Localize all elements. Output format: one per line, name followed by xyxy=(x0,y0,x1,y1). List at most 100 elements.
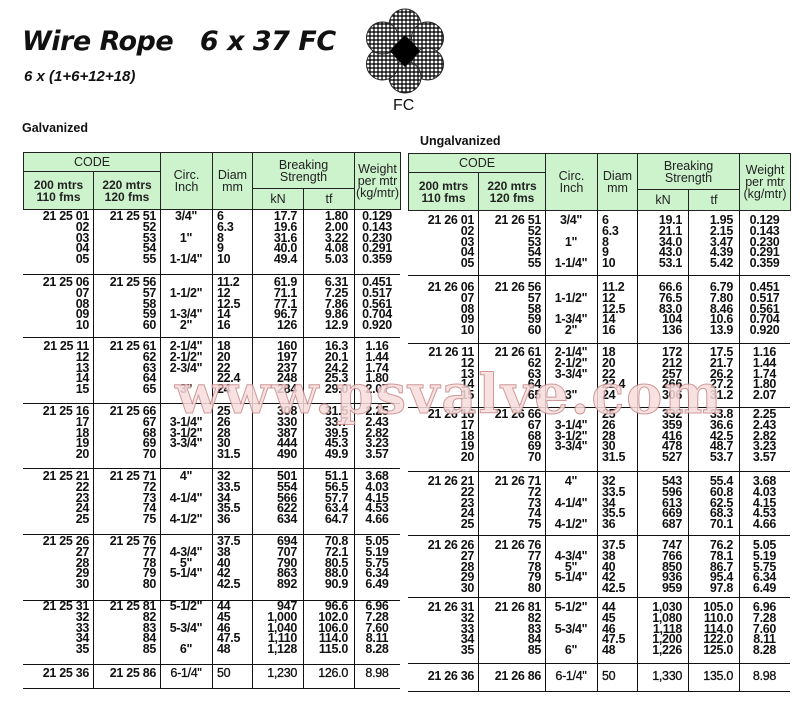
cell-code-200: 21 25 36 xyxy=(42,666,90,680)
cell-tf: 33.8 xyxy=(709,407,733,421)
cell-kn: 936 xyxy=(662,570,682,585)
cell-code-200: 15 xyxy=(460,388,475,403)
cell-code-220: 69 xyxy=(142,436,157,451)
cell-code-220: 21 25 86 xyxy=(109,666,157,680)
header-kn: kN xyxy=(252,188,304,210)
cell-circ: 6-1/4" xyxy=(555,669,587,683)
cell-code-200: 09 xyxy=(460,312,475,327)
cell-diam: 22.4 xyxy=(217,371,241,386)
cell-code-200: 15 xyxy=(75,382,90,397)
cell-code-220: 21 26 61 xyxy=(494,345,542,359)
cell-circ: 3" xyxy=(179,382,193,397)
cell-code-200: 34 xyxy=(460,632,475,647)
cell-code-200: 24 xyxy=(75,501,90,516)
cell-code-200: 21 25 26 xyxy=(42,534,90,548)
cell-kn: 892 xyxy=(277,577,297,592)
cell-diam: 45 xyxy=(602,610,616,625)
cell-diam: 24 xyxy=(217,382,231,397)
cell-diam: 12 xyxy=(602,290,616,305)
cell-code-220: 62 xyxy=(527,355,542,370)
cell-kn: 1,118 xyxy=(652,621,682,636)
cell-kn: 172 xyxy=(662,345,682,359)
cell-weight: 8.11 xyxy=(753,632,776,647)
cell-diam: 16 xyxy=(217,318,231,333)
cell-kn: 237 xyxy=(277,360,297,375)
section-galvanized: Galvanized xyxy=(22,121,88,135)
cell-weight: 1.80 xyxy=(365,371,389,386)
cell-weight: 0.230 xyxy=(749,234,780,249)
cell-diam: 8 xyxy=(217,230,224,245)
group-divider xyxy=(23,274,400,275)
cell-tf: 64.7 xyxy=(324,512,348,527)
header-code-220: 220 mtrs 120 fms xyxy=(93,171,161,210)
cell-weight: 5.19 xyxy=(365,544,389,559)
rope-cross-section-icon xyxy=(365,8,445,94)
cell-weight: 7.28 xyxy=(365,609,389,624)
cell-diam: 50 xyxy=(602,669,616,683)
header-code-200: 200 mtrs 110 fms xyxy=(23,171,94,210)
cell-tf: 126.0 xyxy=(318,666,348,680)
cell-circ xyxy=(162,579,210,590)
column-divider xyxy=(212,209,213,688)
cell-diam: 10 xyxy=(217,252,231,267)
cell-code-200: 32 xyxy=(75,609,90,624)
cell-code-200: 21 25 11 xyxy=(43,339,89,353)
cell-tf: 2.00 xyxy=(324,219,348,234)
cell-circ: 3/4" xyxy=(559,213,583,227)
header-diam: Diam mm xyxy=(597,153,638,211)
cell-weight: 7.60 xyxy=(365,620,389,635)
cell-kn: 790 xyxy=(277,555,297,570)
cell-kn: 863 xyxy=(277,566,297,581)
cell-code-220: 70 xyxy=(142,447,157,462)
cell-circ: 1-1/2" xyxy=(554,290,588,305)
cell-code-220: 84 xyxy=(527,632,542,647)
cell-code-200: 23 xyxy=(460,495,475,510)
cell-diam: 44 xyxy=(217,599,231,613)
column-divider xyxy=(688,210,689,691)
cell-code-200: 32 xyxy=(460,610,475,625)
cell-code-220: 78 xyxy=(142,555,157,570)
cell-kn: 1,230 xyxy=(267,666,297,680)
cell-weight: 0.143 xyxy=(749,223,780,238)
cell-code-220: 85 xyxy=(142,642,157,657)
cell-code-200: 24 xyxy=(460,506,475,521)
cell-diam: 20 xyxy=(602,355,616,370)
cell-tf: 4.08 xyxy=(324,241,348,256)
header-circ: Circ. Inch xyxy=(545,153,598,211)
cell-code-200: 04 xyxy=(75,241,90,256)
cell-diam: 37.5 xyxy=(602,538,626,552)
cell-weight: 0.517 xyxy=(749,290,780,305)
cell-code-200: 20 xyxy=(460,450,475,465)
cell-code-200: 07 xyxy=(75,285,90,300)
cell-tf: 55.4 xyxy=(709,474,733,488)
cell-code-220: 80 xyxy=(527,581,542,596)
cell-code-200: 12 xyxy=(75,349,90,364)
cell-circ: 5-3/4" xyxy=(169,620,203,635)
cell-tf: 90.9 xyxy=(324,577,348,592)
group-divider xyxy=(23,600,400,601)
cell-circ xyxy=(547,452,595,463)
cell-code-220: 62 xyxy=(142,349,157,364)
cell-code-200: 33 xyxy=(75,620,90,635)
cell-code-200: 03 xyxy=(75,230,90,245)
cell-kn: 126 xyxy=(277,318,297,333)
cell-weight: 4.15 xyxy=(365,490,389,505)
cell-kn: 71.1 xyxy=(273,285,297,300)
cell-code-220: 21 26 76 xyxy=(494,538,542,552)
cell-diam: 34 xyxy=(217,490,231,505)
cell-tf: 49.9 xyxy=(324,447,348,462)
cell-tf: 53.7 xyxy=(709,450,733,465)
cell-weight: 8.11 xyxy=(365,631,389,646)
cell-tf: 70.8 xyxy=(324,534,348,548)
cell-kn: 76.5 xyxy=(658,290,682,305)
group-divider xyxy=(408,407,790,408)
cell-kn: 332 xyxy=(662,407,682,421)
cell-code-200: 09 xyxy=(75,307,90,322)
cell-code-200: 21 25 31 xyxy=(42,599,90,613)
cell-circ: 3-1/4" xyxy=(169,414,203,429)
cell-circ: 3-3/4" xyxy=(169,436,203,451)
cell-tf: 5.03 xyxy=(324,252,348,267)
cell-circ: 2-1/4" xyxy=(554,345,588,359)
cell-kn: 284 xyxy=(277,382,297,397)
cell-code-220: 64 xyxy=(527,377,542,392)
